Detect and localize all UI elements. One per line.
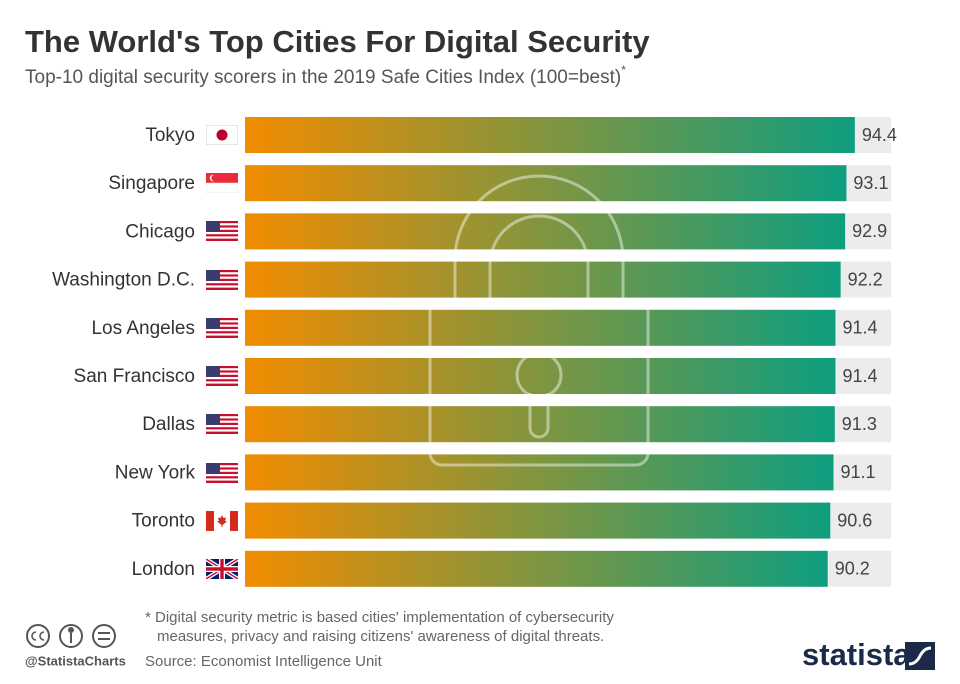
value-label: 90.6 (837, 510, 872, 530)
value-label: 92.9 (852, 221, 887, 241)
flag (206, 414, 238, 434)
bar (245, 261, 841, 298)
value-label: 91.1 (841, 462, 876, 482)
flag (206, 511, 238, 531)
flag (206, 366, 238, 386)
category-label: Toronto (132, 511, 195, 532)
chart-title: The World's Top Cities For Digital Secur… (25, 24, 650, 59)
bar (245, 454, 834, 491)
flag (206, 559, 238, 579)
brand: statista (802, 637, 911, 672)
bar (245, 550, 828, 587)
value-label: 91.4 (842, 318, 877, 338)
flag (206, 125, 238, 145)
value-label: 91.3 (842, 414, 877, 434)
chart-subtitle: Top-10 digital security scorers in the 2… (25, 63, 626, 88)
subtitle-text: Top-10 digital security scorers in the 2… (25, 67, 621, 88)
license-icons (26, 624, 116, 648)
flag (206, 318, 238, 338)
source: Source: Economist Intelligence Unit (145, 653, 383, 670)
category-label: London (132, 559, 195, 580)
bars (245, 117, 855, 587)
bar (245, 309, 836, 346)
bar (245, 406, 835, 443)
category-label: Los Angeles (91, 318, 195, 339)
category-label: Chicago (125, 221, 195, 242)
value-label: 92.2 (848, 269, 883, 289)
footnote-line: * Digital security metric is based citie… (145, 609, 614, 626)
padlock-watermark (428, 174, 650, 467)
category-label: Dallas (142, 414, 195, 435)
category-label: Tokyo (145, 125, 195, 146)
value-label: 91.4 (842, 366, 877, 386)
flag (206, 221, 238, 241)
category-label: Washington D.C. (52, 270, 195, 291)
flag (206, 270, 238, 290)
flags (206, 125, 238, 579)
footnote-line: measures, privacy and raising citizens' … (157, 628, 604, 645)
bar (245, 213, 846, 250)
value-label: 90.2 (835, 559, 870, 579)
bar (245, 117, 855, 153)
value-label: 94.4 (862, 125, 897, 145)
flag (206, 463, 238, 483)
value-label: 93.1 (853, 173, 888, 193)
flag (206, 173, 238, 193)
category-label: New York (115, 462, 196, 483)
brand-icon (905, 642, 935, 670)
credit: @StatistaCharts (25, 653, 126, 668)
category-label: Singapore (108, 173, 195, 194)
bar (245, 165, 847, 202)
bar (245, 358, 836, 394)
subtitle-mark: * (621, 63, 626, 77)
bar (245, 502, 831, 539)
category-label: San Francisco (74, 366, 195, 387)
